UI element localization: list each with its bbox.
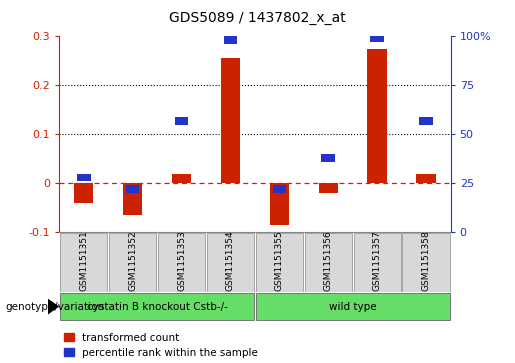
Bar <box>318 183 338 193</box>
Bar <box>255 293 450 320</box>
Bar <box>353 233 401 291</box>
Bar <box>220 58 240 183</box>
Bar <box>255 233 303 291</box>
Bar <box>60 233 108 291</box>
Bar <box>269 183 289 225</box>
Text: GSM1151354: GSM1151354 <box>226 231 235 291</box>
Text: wild type: wild type <box>329 302 376 312</box>
Bar <box>77 174 91 182</box>
Bar <box>370 34 384 42</box>
Text: GDS5089 / 1437802_x_at: GDS5089 / 1437802_x_at <box>169 11 346 25</box>
Text: GSM1151351: GSM1151351 <box>79 231 88 291</box>
Bar <box>367 49 387 183</box>
Text: GSM1151355: GSM1151355 <box>275 231 284 291</box>
Bar <box>207 233 254 291</box>
Polygon shape <box>48 298 59 314</box>
Bar <box>272 185 286 193</box>
Text: GSM1151353: GSM1151353 <box>177 231 186 291</box>
Bar <box>402 233 450 291</box>
Bar <box>224 36 237 44</box>
Bar <box>321 154 335 162</box>
Text: GSM1151352: GSM1151352 <box>128 231 137 291</box>
Bar <box>158 233 205 291</box>
Bar <box>123 183 142 215</box>
Bar <box>304 233 352 291</box>
Text: GSM1151357: GSM1151357 <box>373 231 382 291</box>
Text: GSM1151356: GSM1151356 <box>324 231 333 291</box>
Text: GSM1151358: GSM1151358 <box>422 231 431 291</box>
Bar <box>60 293 254 320</box>
Legend: transformed count, percentile rank within the sample: transformed count, percentile rank withi… <box>64 333 258 358</box>
Bar <box>175 117 188 125</box>
Bar <box>126 185 140 193</box>
Bar <box>109 233 157 291</box>
Bar <box>171 174 191 183</box>
Text: genotype/variation: genotype/variation <box>5 302 104 312</box>
Bar <box>416 174 436 183</box>
Bar <box>74 183 94 203</box>
Text: cystatin B knockout Cstb-/-: cystatin B knockout Cstb-/- <box>87 302 228 312</box>
Bar <box>419 117 433 125</box>
